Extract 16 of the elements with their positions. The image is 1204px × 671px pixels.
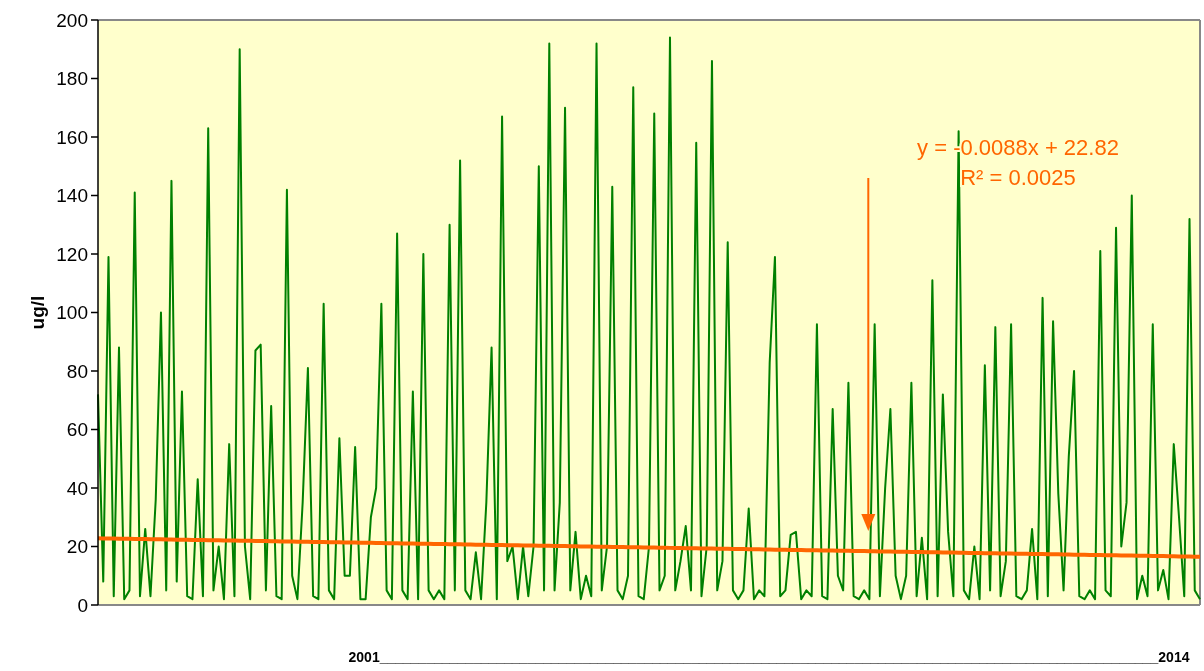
y-tick-label: 160: [56, 126, 88, 148]
line-series: [96, 536, 1202, 559]
y-tick-label: 100: [56, 302, 88, 324]
y-tick-label: 20: [66, 536, 88, 558]
y-tick-label: 80: [66, 360, 88, 382]
y-tick-label: 120: [56, 243, 88, 265]
y-tick-label: 40: [66, 477, 88, 499]
annotation: R² = 0.0025: [960, 165, 1076, 190]
y-tick-label: 60: [66, 419, 88, 441]
x-axis-title: 2001____________________________________________________________________________________________________2014: [348, 649, 1190, 665]
y-tick-label: 180: [56, 68, 88, 90]
y-tick-label: 200: [56, 9, 88, 31]
y-axis-title: ug/l: [27, 295, 48, 330]
y-tick-label: 0: [77, 594, 88, 616]
y-tick-label: 140: [56, 185, 88, 207]
line-series: [97, 36, 1201, 601]
